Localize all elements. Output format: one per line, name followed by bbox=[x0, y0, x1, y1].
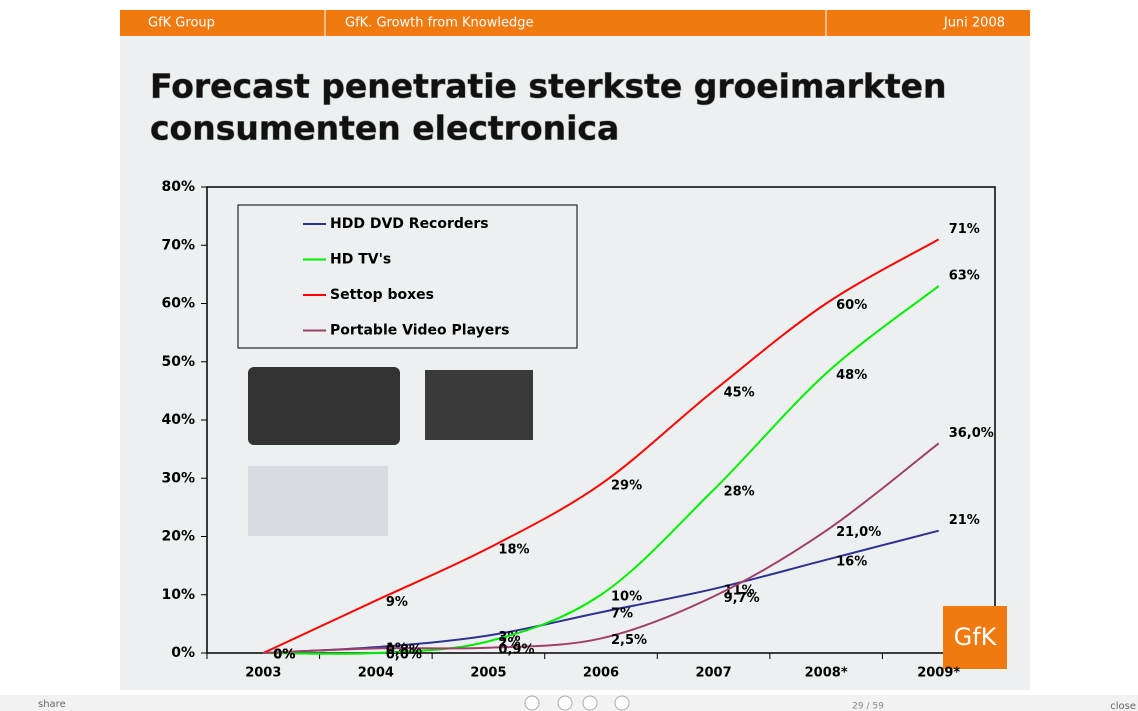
data-label: 21% bbox=[949, 513, 980, 528]
data-label: 28% bbox=[724, 484, 755, 499]
x-tick-label: 2003 bbox=[245, 666, 281, 681]
data-label: 45% bbox=[724, 385, 755, 400]
y-tick-label: 60% bbox=[161, 296, 195, 312]
header-right: Juni 2008 bbox=[943, 16, 1005, 31]
y-tick-label: 80% bbox=[161, 179, 195, 195]
data-label: 29% bbox=[611, 479, 642, 494]
y-tick-label: 70% bbox=[161, 237, 195, 253]
image-player bbox=[248, 367, 400, 445]
header-bar bbox=[120, 10, 1030, 36]
x-tick-label: 2004 bbox=[358, 666, 394, 681]
data-label: 2,5% bbox=[611, 633, 647, 648]
y-tick-label: 30% bbox=[161, 470, 195, 486]
x-tick-label: 2006 bbox=[583, 666, 619, 681]
data-label: 7% bbox=[611, 607, 633, 622]
data-label: 10% bbox=[611, 589, 642, 604]
data-label: 9% bbox=[386, 595, 408, 610]
data-label: 36,0% bbox=[949, 426, 994, 441]
title: consumenten electronica bbox=[150, 109, 619, 148]
data-label: 0,9% bbox=[498, 642, 534, 657]
title: Forecast penetratie sterkste groeimarkte… bbox=[150, 67, 947, 106]
x-tick-label: 2007 bbox=[695, 666, 731, 681]
logo-box bbox=[943, 606, 1007, 669]
x-tick-label: 2005 bbox=[470, 666, 506, 681]
header-left: GfK Group bbox=[148, 16, 215, 31]
legend-label: Portable Video Players bbox=[330, 323, 509, 339]
series-line bbox=[263, 285, 940, 655]
data-label: 0,0% bbox=[386, 648, 422, 663]
y-tick-label: 0% bbox=[171, 645, 195, 661]
header-center: GfK. Growth from Knowledge bbox=[345, 16, 533, 31]
logo: GfK bbox=[954, 623, 998, 651]
legend-label: HDD DVD Recorders bbox=[330, 216, 489, 232]
data-label: 71% bbox=[949, 222, 980, 237]
series-line bbox=[263, 442, 940, 654]
y-tick-label: 20% bbox=[161, 529, 195, 545]
x-tick-label: 2008* bbox=[805, 666, 848, 681]
legend-label: HD TV's bbox=[330, 252, 391, 268]
data-label: 16% bbox=[836, 554, 867, 569]
nav-buttons[interactable] bbox=[524, 695, 630, 711]
data-label: 60% bbox=[836, 298, 867, 313]
y-tick-label: 10% bbox=[161, 587, 195, 603]
image-tv bbox=[425, 370, 533, 440]
image-recorder bbox=[248, 466, 388, 536]
data-label: 0,8% bbox=[386, 643, 422, 658]
share-button[interactable]: share bbox=[38, 699, 66, 710]
x-tick-label: 2009* bbox=[917, 666, 960, 681]
series-line bbox=[262, 238, 940, 654]
y-tick-label: 40% bbox=[161, 412, 195, 428]
page-number: 29 / 59 bbox=[852, 702, 884, 711]
legend bbox=[237, 204, 578, 349]
data-label: 63% bbox=[949, 269, 980, 284]
data-label: 21,0% bbox=[836, 525, 881, 540]
slide bbox=[120, 10, 1030, 690]
data-label: 9,7% bbox=[724, 591, 760, 606]
close-button[interactable]: close bbox=[1110, 701, 1136, 711]
legend-label: Settop boxes bbox=[330, 287, 434, 303]
data-label: 0% bbox=[273, 648, 295, 663]
data-label: 48% bbox=[836, 368, 867, 383]
y-tick-label: 50% bbox=[161, 354, 195, 370]
series-line bbox=[263, 529, 939, 654]
data-label: 18% bbox=[498, 543, 529, 558]
